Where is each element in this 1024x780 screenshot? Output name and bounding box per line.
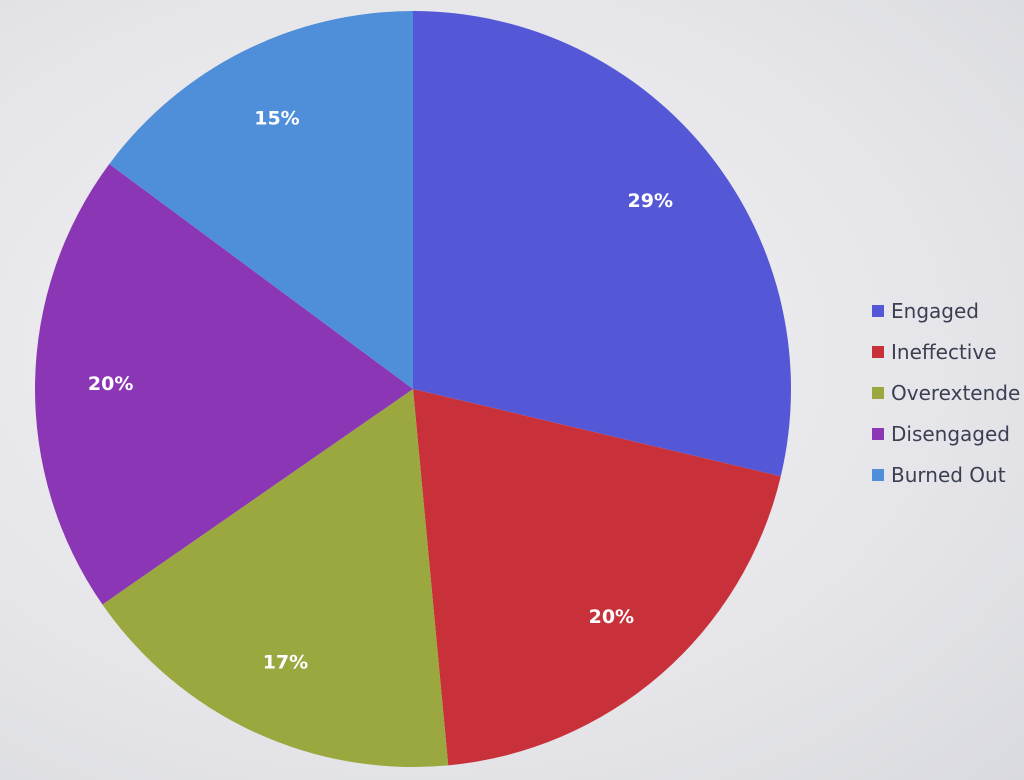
legend-swatch	[872, 427, 884, 440]
legend-swatch	[872, 386, 884, 399]
legend-label: Engaged	[891, 298, 979, 323]
legend: Engaged Ineffective Overextende Disengaged B…	[872, 290, 1024, 495]
legend-item-ineffective: Ineffective	[872, 331, 1024, 372]
legend-item-engaged: Engaged	[872, 290, 1024, 331]
pie-slice-ineffective	[413, 389, 781, 766]
pie-slice-labels: 29% 20% 17% 20% 15%	[88, 107, 673, 673]
legend-item-disengaged: Disengaged	[872, 413, 1024, 454]
legend-swatch	[872, 304, 884, 317]
pie-slice-burned-out	[109, 11, 414, 389]
pie-slices	[35, 11, 791, 767]
legend-swatch	[872, 345, 884, 358]
legend-swatch	[872, 468, 884, 481]
slice-label-disengaged: 20%	[88, 373, 133, 395]
legend-label: Burned Out	[891, 462, 1006, 487]
legend-item-overextended: Overextende	[872, 372, 1024, 413]
pie-slice-overextended	[102, 389, 449, 767]
legend-item-burned-out: Burned Out	[872, 454, 1024, 495]
slice-label-burned-out: 15%	[254, 107, 299, 129]
slice-label-ineffective: 20%	[589, 606, 634, 628]
legend-label: Overextende	[891, 380, 1021, 405]
pie-slice-disengaged	[35, 163, 414, 605]
slice-label-overextended: 17%	[263, 652, 308, 674]
legend-label: Ineffective	[891, 339, 997, 364]
slice-label-engaged: 29%	[628, 190, 673, 212]
legend-label: Disengaged	[891, 421, 1011, 446]
pie-slice-engaged	[413, 11, 791, 477]
